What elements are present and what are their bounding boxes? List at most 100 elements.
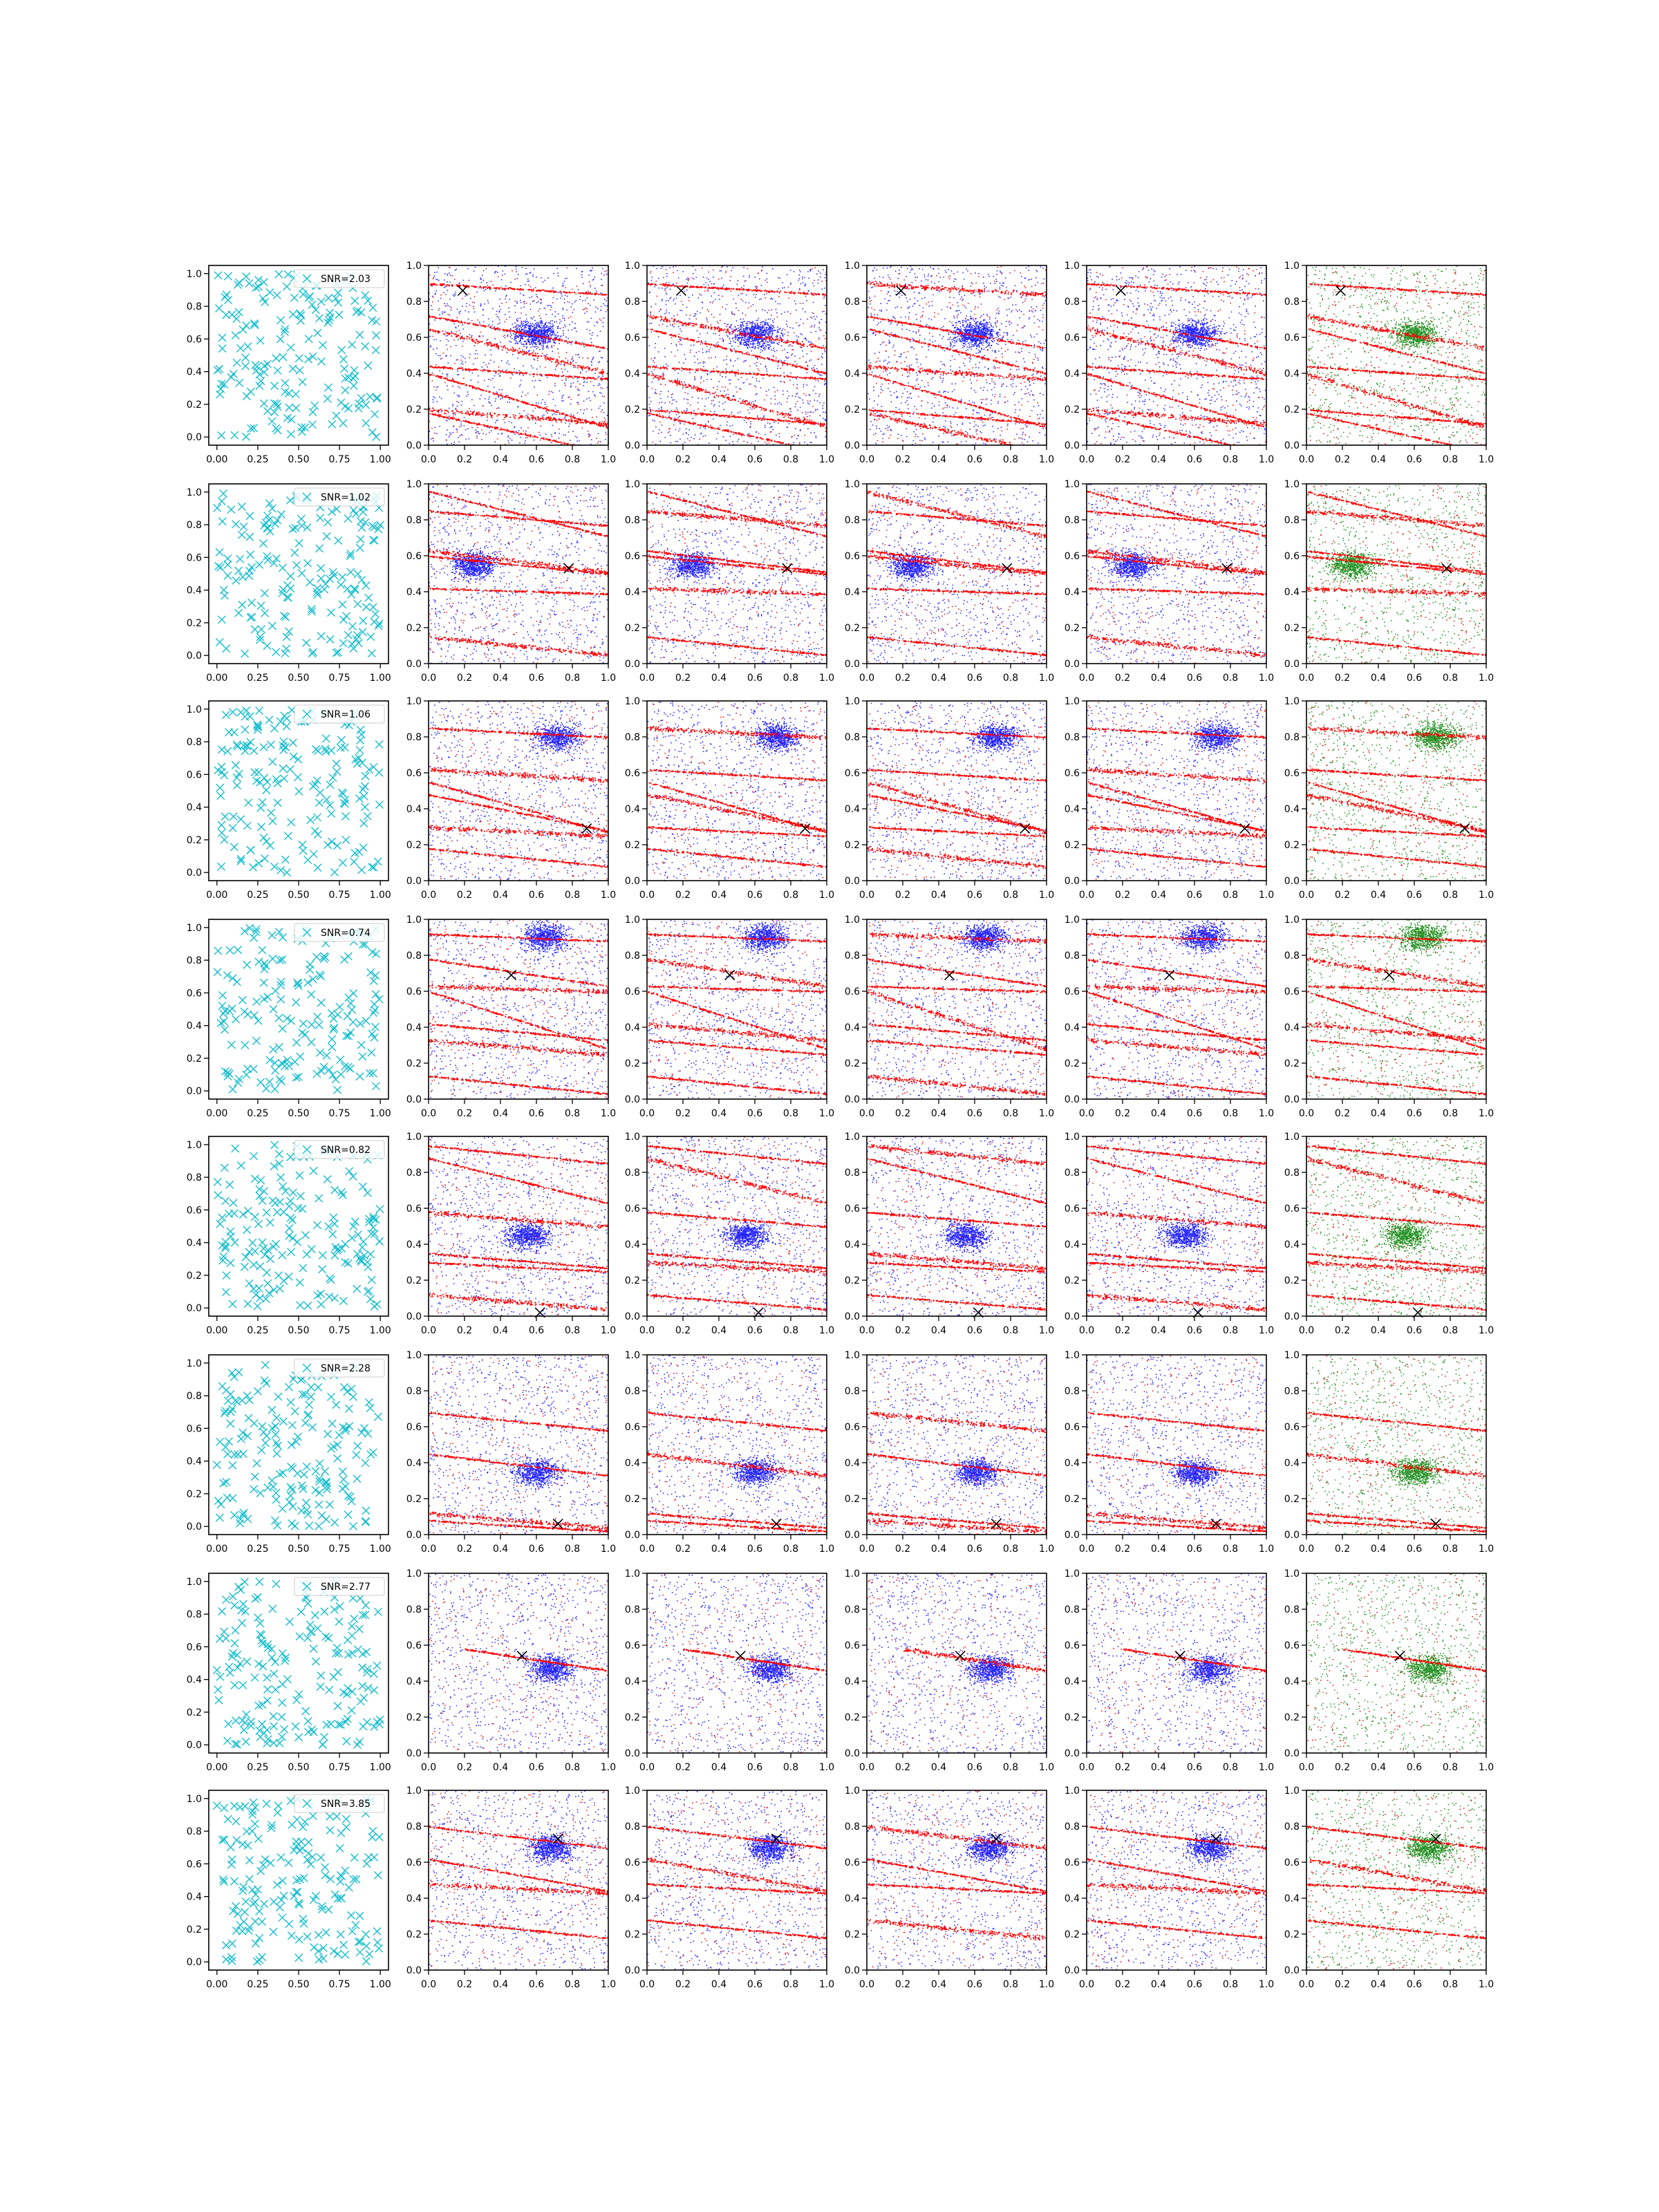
- axes-frame: [209, 1136, 388, 1316]
- cyan-marker: [319, 1266, 326, 1273]
- cyan-marker: [234, 1664, 241, 1671]
- y-tick-label: 1.0: [845, 1785, 860, 1797]
- cyan-marker: [369, 304, 377, 312]
- y-tick-label: 0.2: [1065, 623, 1080, 634]
- cyan-marker: [249, 1239, 256, 1246]
- x-tick-label: 0.6: [1187, 1108, 1202, 1119]
- x-tick-label: 0.4: [1371, 673, 1386, 684]
- y-tick-label: 0.2: [1284, 1929, 1300, 1940]
- track-points: [647, 265, 828, 453]
- cyan-marker: [357, 1041, 365, 1049]
- cyan-marker: [341, 1951, 349, 1958]
- x-tick-label: 1.0: [601, 1762, 616, 1773]
- cyan-marker: [361, 1425, 368, 1432]
- cyan-marker: [344, 1259, 352, 1267]
- cyan-marker: [321, 1468, 329, 1475]
- cloud-points: [1166, 318, 1226, 354]
- x-tick-label: 0.2: [1335, 673, 1350, 684]
- y-tick-label: 0.8: [1065, 1386, 1080, 1397]
- cyan-marker: [238, 601, 246, 608]
- cyan-marker: [271, 1141, 279, 1149]
- points-layer: [867, 1573, 1047, 1754]
- y-tick-label: 1.0: [406, 1785, 422, 1797]
- subplot-r2-c4: 0.0 0.2 0.4 0.6 0.8 1.00.00.20.40.60.81.0: [845, 479, 1054, 684]
- x-tick-label: 0.4: [493, 673, 508, 684]
- cyan-marker: [276, 1470, 283, 1478]
- track-points: [648, 1355, 828, 1535]
- subplot-r5-c1: 0.00 0.25 0.50 0.75 1.000.00.20.40.60.81.0 SN…: [187, 1136, 391, 1336]
- x-tick-label: 1.0: [1039, 1325, 1054, 1336]
- x-tick-label: 0.4: [1371, 1325, 1386, 1336]
- points-layer: [647, 919, 828, 1100]
- cloud-points: [935, 1218, 996, 1253]
- y-tick-label: 0.6: [625, 986, 640, 997]
- cyan-marker: [286, 496, 294, 504]
- subplot-r7-c3: 0.0 0.2 0.4 0.6 0.8 1.00.00.20.40.60.81.0: [625, 1568, 834, 1773]
- cyan-marker: [225, 297, 232, 304]
- y-tick-label: 0.2: [845, 1494, 860, 1505]
- cyan-marker: [371, 1302, 378, 1310]
- cyan-marker: [305, 1839, 312, 1846]
- cyan-marker: [350, 858, 358, 865]
- x-tick-label: 0.8: [565, 1544, 580, 1555]
- cyan-marker: [348, 1006, 356, 1013]
- x-tick-label: 0.0: [421, 1108, 436, 1119]
- cyan-marker: [225, 272, 232, 280]
- y-tick-label: 0.6: [625, 1640, 640, 1651]
- cyan-marker: [356, 1073, 364, 1080]
- x-tick-label: 0.2: [675, 1108, 691, 1119]
- background-points: [1306, 1790, 1487, 1971]
- x-tick-label: 0.6: [747, 673, 762, 684]
- cyan-marker: [263, 1380, 270, 1387]
- x-tick-label: 1.00: [370, 1108, 391, 1119]
- cyan-marker: [223, 711, 230, 719]
- x-tick-label: 0.0: [1079, 1762, 1094, 1773]
- cyan-marker: [365, 1398, 373, 1406]
- cyan-marker: [221, 771, 228, 779]
- cyan-marker: [350, 366, 358, 374]
- cyan-marker: [295, 787, 303, 795]
- y-tick-label: 0.0: [1284, 1094, 1300, 1105]
- y-tick-label: 0.4: [406, 1676, 422, 1687]
- cyan-marker: [304, 1600, 312, 1607]
- cyan-marker: [279, 1680, 286, 1688]
- cyan-marker: [304, 1717, 312, 1725]
- subplot-r8-c6: 0.0 0.2 0.4 0.6 0.8 1.00.00.20.40.60.81.0: [1284, 1785, 1494, 1990]
- cyan-marker: [214, 504, 221, 512]
- x-tick-label: 0.4: [931, 1979, 946, 1990]
- cyan-marker: [376, 800, 384, 808]
- cyan-marker: [254, 1387, 262, 1395]
- cyan-marker: [270, 1723, 278, 1730]
- cyan-marker: [269, 817, 276, 825]
- cyan-marker: [280, 775, 288, 782]
- y-tick-label: 0.6: [1284, 986, 1300, 997]
- cyan-marker: [332, 1401, 340, 1409]
- x-tick-label: 0.4: [1371, 1762, 1386, 1773]
- cyan-marker: [337, 1931, 344, 1938]
- cyan-marker: [270, 1483, 277, 1490]
- cyan-marker: [213, 1667, 221, 1674]
- y-tick-label: 0.0: [187, 1521, 202, 1533]
- y-tick-label: 0.8: [1284, 297, 1300, 308]
- y-tick-label: 0.8: [406, 1604, 422, 1615]
- y-tick-label: 0.4: [406, 368, 422, 379]
- y-tick-label: 0.2: [1065, 840, 1080, 851]
- y-tick-label: 0.2: [406, 1058, 422, 1069]
- cyan-marker: [338, 346, 346, 354]
- cyan-marker: [270, 1712, 277, 1720]
- cyan-marker: [243, 393, 250, 400]
- cyan-marker: [351, 586, 359, 594]
- y-tick-label: 0.2: [845, 1275, 860, 1286]
- y-tick-label: 0.4: [1284, 1676, 1300, 1687]
- x-tick-label: 0.0: [1079, 1979, 1094, 1990]
- cyan-marker: [251, 1473, 259, 1481]
- x-tick-label: 0.8: [1223, 1544, 1238, 1555]
- cyan-marker: [295, 1954, 303, 1962]
- cyan-marker: [260, 400, 268, 407]
- cyan-marker: [357, 736, 364, 744]
- cyan-marker: [274, 1881, 281, 1888]
- cyan-marker: [312, 746, 320, 753]
- cyan-marker: [224, 747, 232, 755]
- x-tick-label: 0.4: [931, 1762, 946, 1773]
- cyan-marker: [373, 1928, 381, 1936]
